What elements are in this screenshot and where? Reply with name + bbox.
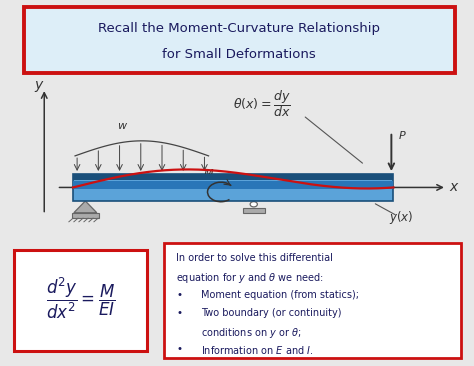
Text: Moment equation (from statics);: Moment equation (from statics); (201, 290, 359, 300)
Text: Recall the Moment-Curvature Relationship: Recall the Moment-Curvature Relationship (99, 22, 380, 35)
Text: $y$: $y$ (34, 79, 45, 94)
Text: $\theta(x) = \dfrac{dy}{dx}$: $\theta(x) = \dfrac{dy}{dx}$ (233, 88, 291, 119)
Circle shape (250, 202, 257, 207)
Bar (72, 213, 99, 218)
Bar (73, 174, 393, 201)
FancyBboxPatch shape (14, 250, 147, 351)
Text: $\dfrac{d^2y}{dx^2} = \dfrac{M}{EI}$: $\dfrac{d^2y}{dx^2} = \dfrac{M}{EI}$ (46, 275, 115, 321)
Text: $w$: $w$ (117, 121, 128, 131)
Text: •: • (176, 308, 182, 318)
FancyBboxPatch shape (24, 7, 455, 73)
Text: $P$: $P$ (398, 129, 406, 141)
Bar (73, 182, 393, 189)
Text: •: • (176, 290, 182, 300)
Text: conditions on $y$ or $\theta$;: conditions on $y$ or $\theta$; (201, 326, 301, 340)
Bar (243, 208, 265, 213)
Text: $M$: $M$ (203, 167, 214, 179)
Text: •: • (176, 344, 182, 354)
Text: $x$: $x$ (449, 180, 460, 194)
Text: for Small Deformations: for Small Deformations (163, 48, 316, 61)
Bar (73, 174, 393, 180)
Text: equation for $y$ and $\theta$ we need:: equation for $y$ and $\theta$ we need: (176, 272, 324, 285)
FancyBboxPatch shape (164, 243, 462, 358)
Text: In order to solve this differential: In order to solve this differential (176, 253, 333, 263)
Polygon shape (74, 201, 97, 213)
Text: Two boundary (or continuity): Two boundary (or continuity) (201, 308, 341, 318)
Text: $y(x)$: $y(x)$ (389, 209, 414, 225)
Text: Information on $E$ and $I$.: Information on $E$ and $I$. (201, 344, 313, 356)
